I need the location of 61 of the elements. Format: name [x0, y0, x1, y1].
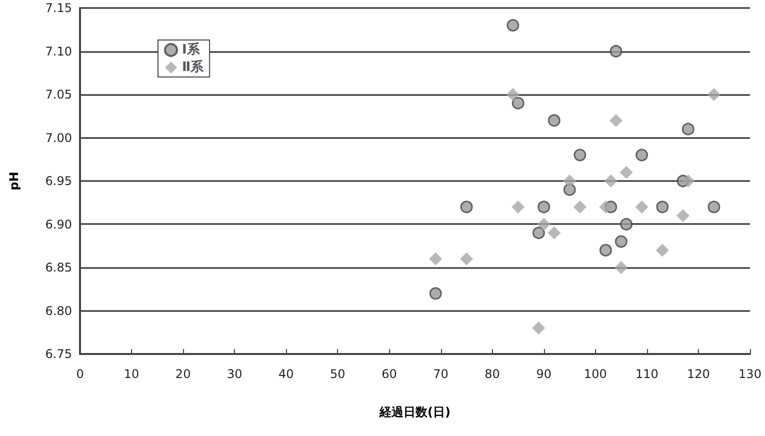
y-tick-label: 7.15: [45, 1, 72, 15]
point: [656, 200, 669, 214]
y-tick-label: 6.85: [45, 260, 72, 274]
x-tick-label: 80: [484, 367, 500, 381]
point: [656, 244, 669, 257]
x-axis-title: 経過日数(日): [378, 405, 450, 419]
point: [635, 200, 648, 214]
y-tick-label: 7.00: [45, 130, 72, 145]
x-tick-label: 0: [76, 367, 84, 381]
point: [707, 88, 720, 101]
point: [538, 200, 550, 214]
x-tick-label: 50: [330, 367, 346, 381]
point: [610, 45, 622, 58]
y-tick-label: 7.10: [45, 44, 72, 58]
legend-label: Ⅰ系: [182, 42, 201, 58]
point: [512, 96, 524, 110]
y-tick-label: 6.75: [45, 347, 72, 361]
x-tick-label: 70: [433, 367, 448, 381]
point: [532, 322, 546, 335]
x-tick-label: 90: [536, 367, 552, 381]
point: [599, 244, 612, 256]
y-tick-label: 6.80: [45, 304, 72, 318]
x-tick-label: 130: [738, 367, 762, 381]
point: [636, 148, 648, 162]
legend-label: Ⅱ系: [182, 59, 205, 75]
point: [548, 114, 560, 127]
point: [460, 252, 474, 266]
x-tick-label: 30: [226, 367, 242, 381]
x-tick-label: 10: [124, 367, 140, 381]
x-tick-label: 40: [278, 367, 294, 381]
point: [460, 200, 473, 214]
point: [532, 226, 545, 240]
y-tick-label: 6.95: [45, 174, 72, 188]
point: [548, 226, 561, 240]
point: [682, 122, 694, 136]
point: [676, 209, 690, 222]
x-tick-label: 100: [584, 367, 607, 381]
y-axis-title: pH: [7, 172, 21, 190]
x-tick-label: 120: [687, 367, 710, 381]
point: [429, 287, 442, 300]
point: [604, 174, 618, 188]
point: [573, 200, 586, 214]
x-tick-label: 20: [175, 367, 191, 381]
point: [610, 114, 622, 127]
y-tick-label: 6.90: [45, 217, 72, 232]
point: [537, 218, 550, 231]
point: [506, 19, 520, 32]
point: [506, 88, 520, 101]
point: [512, 200, 525, 214]
point: [614, 261, 628, 274]
y-tick-label: 7.05: [45, 88, 72, 102]
point: [574, 148, 586, 162]
point: [620, 166, 633, 179]
point: [614, 235, 628, 248]
point: [563, 174, 576, 188]
x-tick-label: 60: [382, 367, 397, 381]
point: [620, 218, 633, 230]
point: [429, 252, 442, 266]
point: [708, 200, 720, 214]
point: [682, 174, 695, 188]
x-tick-label: 110: [635, 367, 658, 381]
